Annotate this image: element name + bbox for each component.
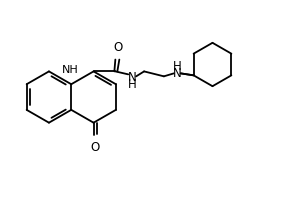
Text: O: O — [90, 141, 99, 154]
Text: H: H — [172, 60, 181, 73]
Text: H: H — [128, 78, 136, 91]
Text: N: N — [128, 71, 136, 84]
Text: O: O — [114, 41, 123, 54]
Text: NH: NH — [62, 65, 79, 75]
Text: N: N — [172, 67, 181, 80]
